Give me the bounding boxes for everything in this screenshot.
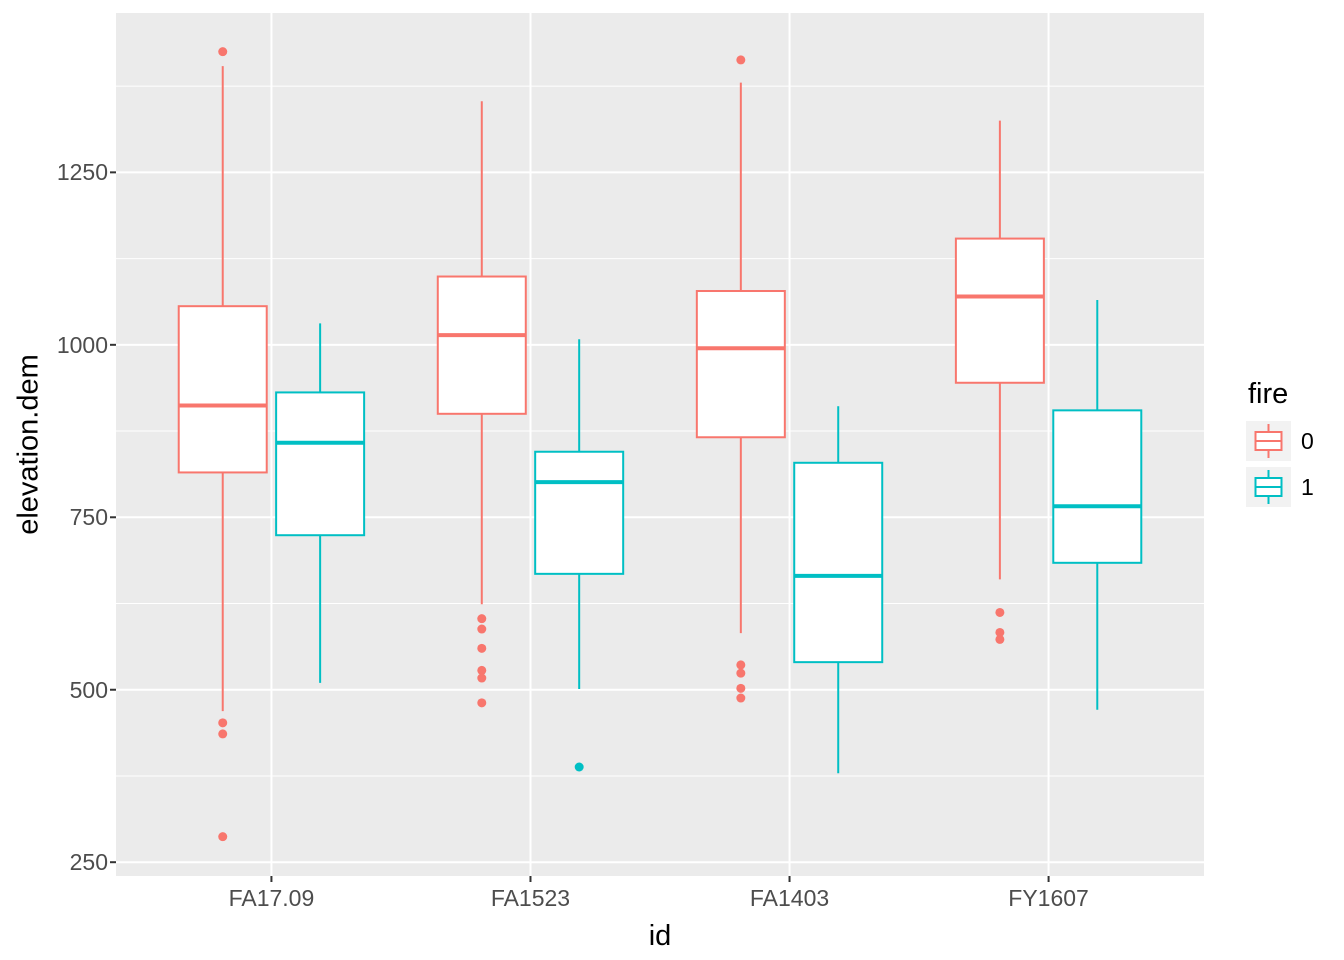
outlier-point <box>736 693 746 703</box>
x-axis-title: id <box>648 920 672 952</box>
outlier-point <box>218 47 228 57</box>
outlier-point <box>736 660 746 670</box>
outlier-point <box>736 55 746 65</box>
outlier-point <box>736 683 746 693</box>
outlier-point <box>477 665 487 675</box>
outlier-point <box>218 718 228 728</box>
iqr-box <box>275 391 366 537</box>
y-tick-label: 250 <box>69 849 108 876</box>
y-tick-label: 1250 <box>56 159 108 186</box>
iqr-box <box>954 237 1045 384</box>
outlier-point <box>218 832 228 842</box>
outlier-point <box>477 698 487 708</box>
legend-key <box>1246 467 1291 507</box>
legend-label: 0 <box>1301 427 1314 454</box>
boxplot-glyph-icon <box>1254 470 1283 504</box>
x-tick-label: FA1523 <box>490 885 571 911</box>
outlier-point <box>477 643 487 653</box>
outlier-point <box>995 607 1005 617</box>
legend-title: fire <box>1248 378 1289 410</box>
y-tick-label: 500 <box>69 676 108 703</box>
outlier-point <box>574 762 584 772</box>
iqr-box <box>695 290 786 439</box>
y-tick-label: 1000 <box>56 331 108 358</box>
legend-entry-fire-1: 1 <box>1246 467 1314 507</box>
legend-key <box>1246 421 1291 461</box>
outlier-point <box>477 673 487 683</box>
legend-label: 1 <box>1301 473 1314 500</box>
outlier-point <box>477 624 487 634</box>
x-tick-label: FA1403 <box>749 885 830 911</box>
outlier-point <box>477 614 487 624</box>
x-tick-label: FY1607 <box>1008 885 1089 911</box>
outlier-point <box>995 634 1005 644</box>
legend-entry-fire-0: 0 <box>1246 421 1314 461</box>
outlier-point <box>736 668 746 678</box>
legend: fire 0 1 <box>1246 378 1314 513</box>
outlier-point <box>995 627 1005 637</box>
outlier-point <box>218 729 228 739</box>
iqr-box <box>177 305 268 474</box>
iqr-box <box>436 275 527 415</box>
y-tick-label: 750 <box>69 504 108 531</box>
iqr-box <box>1052 409 1143 564</box>
boxplot-glyph-icon <box>1254 424 1283 458</box>
iqr-box <box>793 461 884 664</box>
x-tick-label: FA17.09 <box>228 885 315 911</box>
iqr-box <box>534 450 625 575</box>
